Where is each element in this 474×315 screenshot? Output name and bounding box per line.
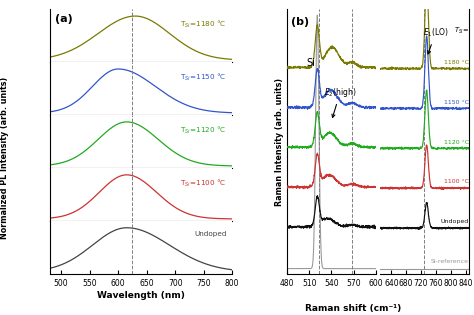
Text: 1150 °C: 1150 °C — [444, 100, 469, 105]
Text: 1120 °C: 1120 °C — [444, 140, 469, 145]
Text: $E_1$(LO): $E_1$(LO) — [422, 27, 448, 54]
X-axis label: Wavelength (nm): Wavelength (nm) — [97, 291, 185, 300]
Y-axis label: Raman Intensity (arb. units): Raman Intensity (arb. units) — [275, 78, 284, 206]
Text: T$_{Si}$=1150 °C: T$_{Si}$=1150 °C — [180, 72, 227, 83]
Text: $E_2$(high): $E_2$(high) — [324, 86, 356, 117]
Text: $T_{Si}$=: $T_{Si}$= — [454, 26, 469, 36]
Text: T$_{Si}$=1100 °C: T$_{Si}$=1100 °C — [180, 178, 227, 189]
Text: Raman shift (cm⁻¹): Raman shift (cm⁻¹) — [305, 304, 401, 313]
Text: T$_{Si}$=1180 °C: T$_{Si}$=1180 °C — [180, 19, 227, 30]
Text: Undoped: Undoped — [441, 219, 469, 224]
Text: Si: Si — [306, 59, 315, 68]
Text: Undoped: Undoped — [194, 231, 227, 237]
Text: 1100 °C: 1100 °C — [444, 180, 469, 185]
Text: 1180 °C: 1180 °C — [444, 60, 469, 65]
Text: (b): (b) — [292, 17, 310, 27]
Text: (a): (a) — [55, 14, 73, 24]
Text: Si-reference: Si-reference — [431, 259, 469, 264]
Text: Normalized PL Intensity (arb. units): Normalized PL Intensity (arb. units) — [0, 76, 9, 239]
Text: T$_{Si}$=1120 °C: T$_{Si}$=1120 °C — [180, 125, 227, 136]
